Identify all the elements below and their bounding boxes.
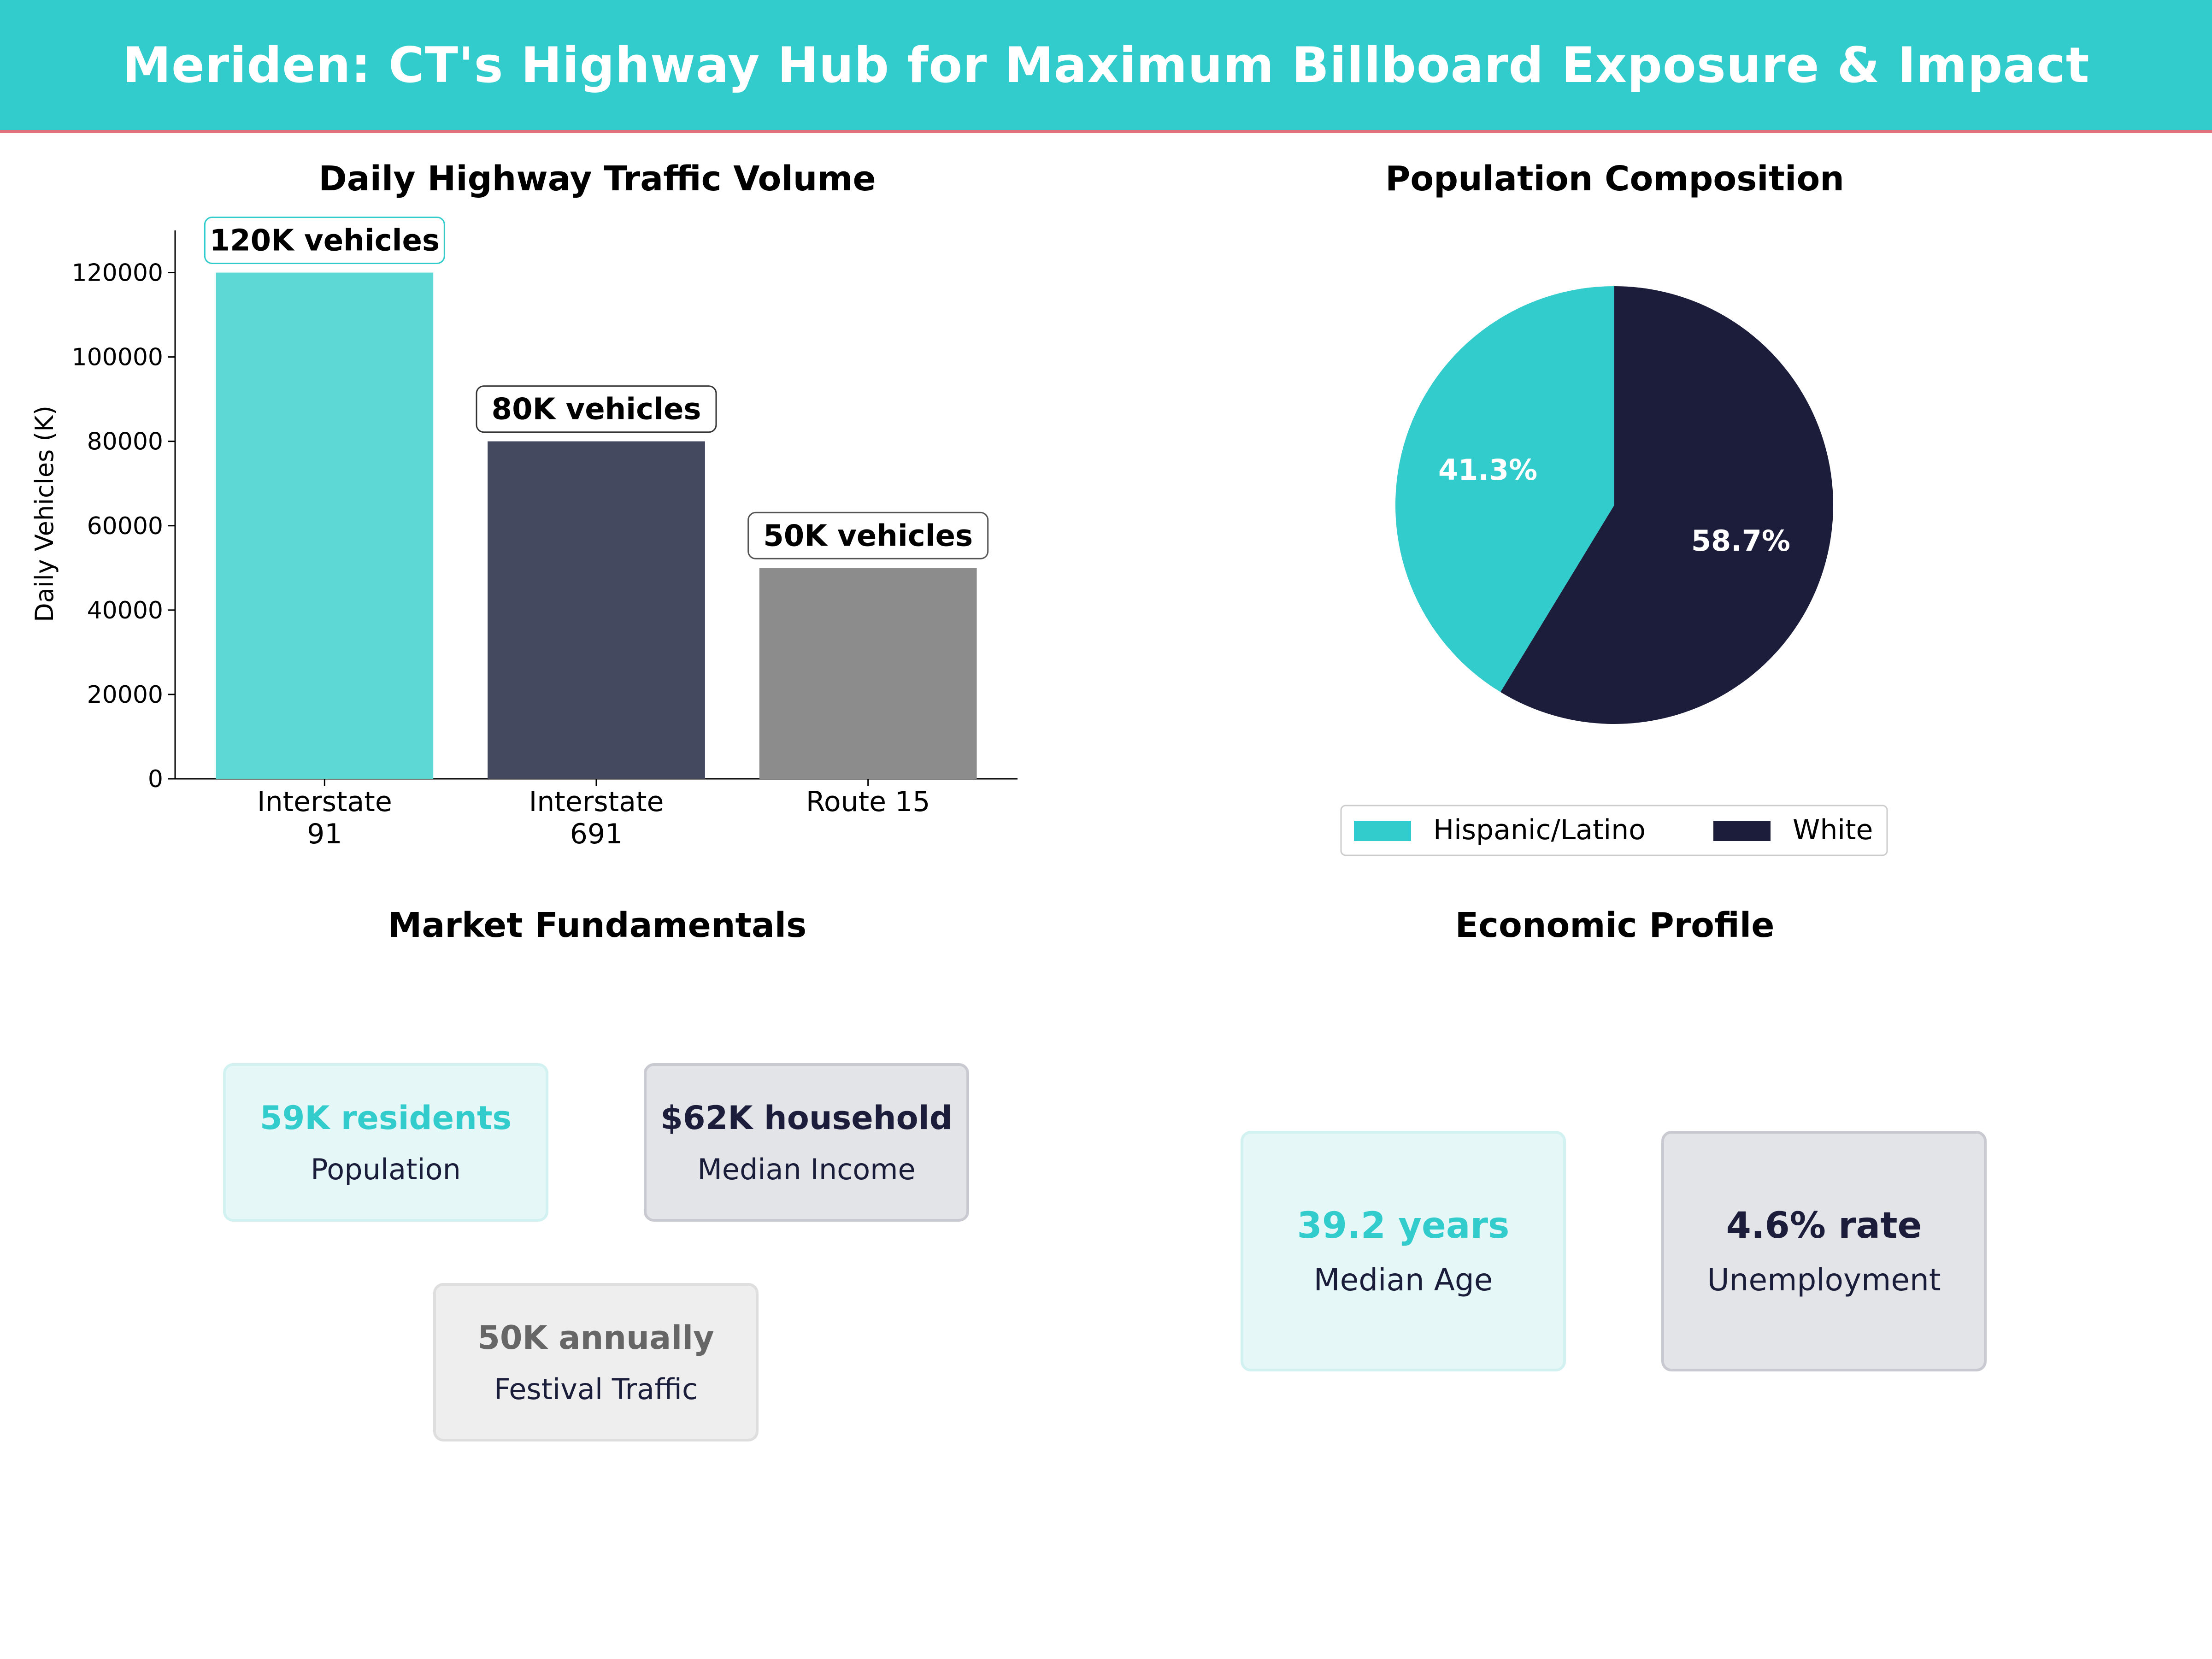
y-tick-label: 100000 bbox=[71, 344, 163, 371]
pie-pct-label: 41.3% bbox=[1438, 453, 1537, 487]
data-label-box bbox=[476, 385, 717, 433]
bar bbox=[216, 272, 434, 779]
page-title: Meriden: CT's Highway Hub for Maximum Bi… bbox=[122, 36, 2090, 94]
y-axis-label: Daily Vehicles (K) bbox=[30, 406, 59, 622]
data-label-box bbox=[204, 217, 445, 265]
pie-slice bbox=[1395, 286, 1614, 692]
festival-traffic-value: 50K annually bbox=[477, 1318, 714, 1357]
y-tick-label: 60000 bbox=[87, 512, 163, 540]
population-card: 59K residents Population bbox=[223, 1063, 548, 1222]
x-tick-label: Interstate 691 bbox=[529, 786, 664, 850]
economic-profile-title: Economic Profile bbox=[1455, 906, 1775, 945]
festival-traffic-label: Festival Traffic bbox=[494, 1372, 698, 1406]
x-tick-label: Interstate 91 bbox=[257, 786, 392, 850]
x-tick-label: Route 15 bbox=[806, 786, 930, 818]
traffic-bar-chart: 0 20000 40000 60000 80000 100000 120000 Daily V… bbox=[30, 217, 1018, 850]
legend-swatch bbox=[1713, 821, 1771, 841]
data-label-box bbox=[747, 512, 989, 559]
median-income-card: $62K household Median Income bbox=[644, 1063, 969, 1222]
y-tick-label: 40000 bbox=[87, 597, 163, 624]
y-tick-label: 120000 bbox=[71, 259, 163, 287]
legend-swatch bbox=[1354, 821, 1411, 841]
pie-chart-title: Population Composition bbox=[1385, 159, 1844, 199]
y-tick-label: 0 bbox=[148, 765, 163, 793]
median-income-value: $62K household bbox=[660, 1099, 953, 1137]
data-label: 120K vehicles bbox=[210, 224, 440, 258]
unemployment-card: 4.6% rate Unemployment bbox=[1661, 1131, 1987, 1371]
median-income-label: Median Income bbox=[697, 1152, 916, 1186]
population-value: 59K residents bbox=[259, 1099, 512, 1137]
bar-chart-title: Daily Highway Traffic Volume bbox=[318, 159, 876, 199]
legend-box bbox=[1340, 805, 1888, 856]
unemployment-label: Unemployment bbox=[1707, 1262, 1941, 1298]
pie-slice bbox=[1500, 286, 1833, 724]
festival-traffic-card: 50K annually Festival Traffic bbox=[433, 1283, 759, 1441]
y-tick-label: 20000 bbox=[87, 681, 163, 709]
median-age-value: 39.2 years bbox=[1297, 1205, 1510, 1247]
header-banner: Meriden: CT's Highway Hub for Maximum Bi… bbox=[0, 0, 2212, 133]
market-fundamentals-title: Market Fundamentals bbox=[388, 906, 807, 945]
legend-label: Hispanic/Latino bbox=[1433, 814, 1646, 846]
data-label: 50K vehicles bbox=[763, 519, 973, 553]
population-pie-chart: 41.3% 58.7% Hispanic/Latino White bbox=[1340, 286, 1888, 856]
legend-label: White bbox=[1793, 814, 1873, 846]
population-label: Population bbox=[311, 1152, 461, 1186]
unemployment-value: 4.6% rate bbox=[1726, 1205, 1922, 1247]
y-tick-label: 80000 bbox=[87, 428, 163, 456]
median-age-label: Median Age bbox=[1313, 1262, 1493, 1298]
bar bbox=[488, 441, 705, 779]
data-label: 80K vehicles bbox=[492, 393, 701, 427]
bar bbox=[759, 568, 977, 779]
median-age-card: 39.2 years Median Age bbox=[1241, 1131, 1566, 1371]
pie-pct-label: 58.7% bbox=[1691, 524, 1790, 558]
